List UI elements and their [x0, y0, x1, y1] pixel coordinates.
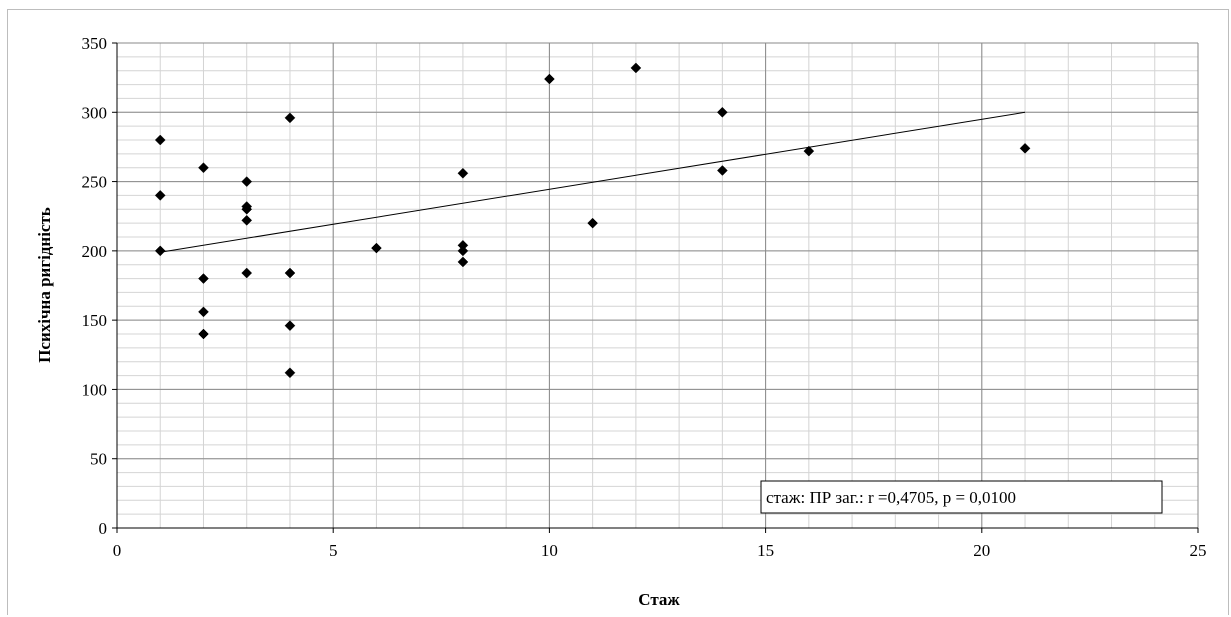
data-point [198, 328, 209, 340]
data-point [198, 273, 209, 284]
x-tick-label: 15 [757, 541, 774, 560]
x-axis-title: Стаж [638, 590, 680, 609]
data-point [154, 134, 166, 146]
axes [112, 42, 1199, 533]
y-axis-title: Психічна ригідність [35, 207, 54, 363]
x-tick-label: 10 [541, 541, 558, 560]
x-tick-label: 20 [973, 541, 990, 560]
y-tick-label: 250 [82, 173, 108, 192]
data-point [154, 190, 166, 201]
data-point [371, 242, 382, 254]
y-tick-label: 0 [99, 519, 108, 538]
y-tick-label: 50 [90, 450, 107, 469]
x-tick-label: 25 [1190, 541, 1207, 560]
y-tick-label: 100 [82, 380, 108, 399]
y-tick-label: 300 [82, 103, 108, 122]
data-point [457, 167, 469, 179]
annotation-box: стаж: ПР заг.: r =0,4705, p = 0,0100 [760, 480, 1163, 514]
y-tick-labels: 0 50 100 150 200 250 300 350 [82, 34, 108, 538]
trendline [160, 111, 1026, 253]
data-point [241, 176, 253, 187]
data-point [1019, 142, 1031, 154]
y-tick-label: 350 [82, 34, 108, 53]
trendline-group [160, 111, 1026, 253]
data-point [154, 245, 166, 257]
data-point [457, 256, 469, 268]
data-point [241, 215, 253, 226]
x-tick-labels: 0 5 10 15 20 25 [113, 541, 1207, 560]
annotation-text: стаж: ПР заг.: r =0,4705, p = 0,0100 [766, 488, 1016, 507]
minor-grid [116, 42, 1199, 529]
data-point [241, 203, 253, 215]
data-point [198, 306, 209, 318]
data-point [587, 217, 598, 229]
data-point [717, 165, 728, 176]
data-point [284, 112, 296, 124]
data-point [457, 245, 469, 257]
data-point [284, 267, 296, 279]
x-tick-label: 5 [329, 541, 338, 560]
y-tick-label: 200 [82, 242, 108, 261]
major-grid [116, 42, 1199, 529]
data-point [803, 145, 815, 157]
data-point [630, 62, 642, 74]
x-tick-label: 0 [113, 541, 122, 560]
data-point [284, 320, 296, 332]
data-point [284, 367, 296, 379]
data-points [154, 62, 1031, 379]
y-tick-label: 150 [82, 311, 108, 330]
data-point [717, 106, 728, 118]
chart-frame [7, 9, 1229, 615]
data-point [544, 73, 555, 85]
data-point [241, 267, 253, 279]
data-point [198, 162, 209, 174]
